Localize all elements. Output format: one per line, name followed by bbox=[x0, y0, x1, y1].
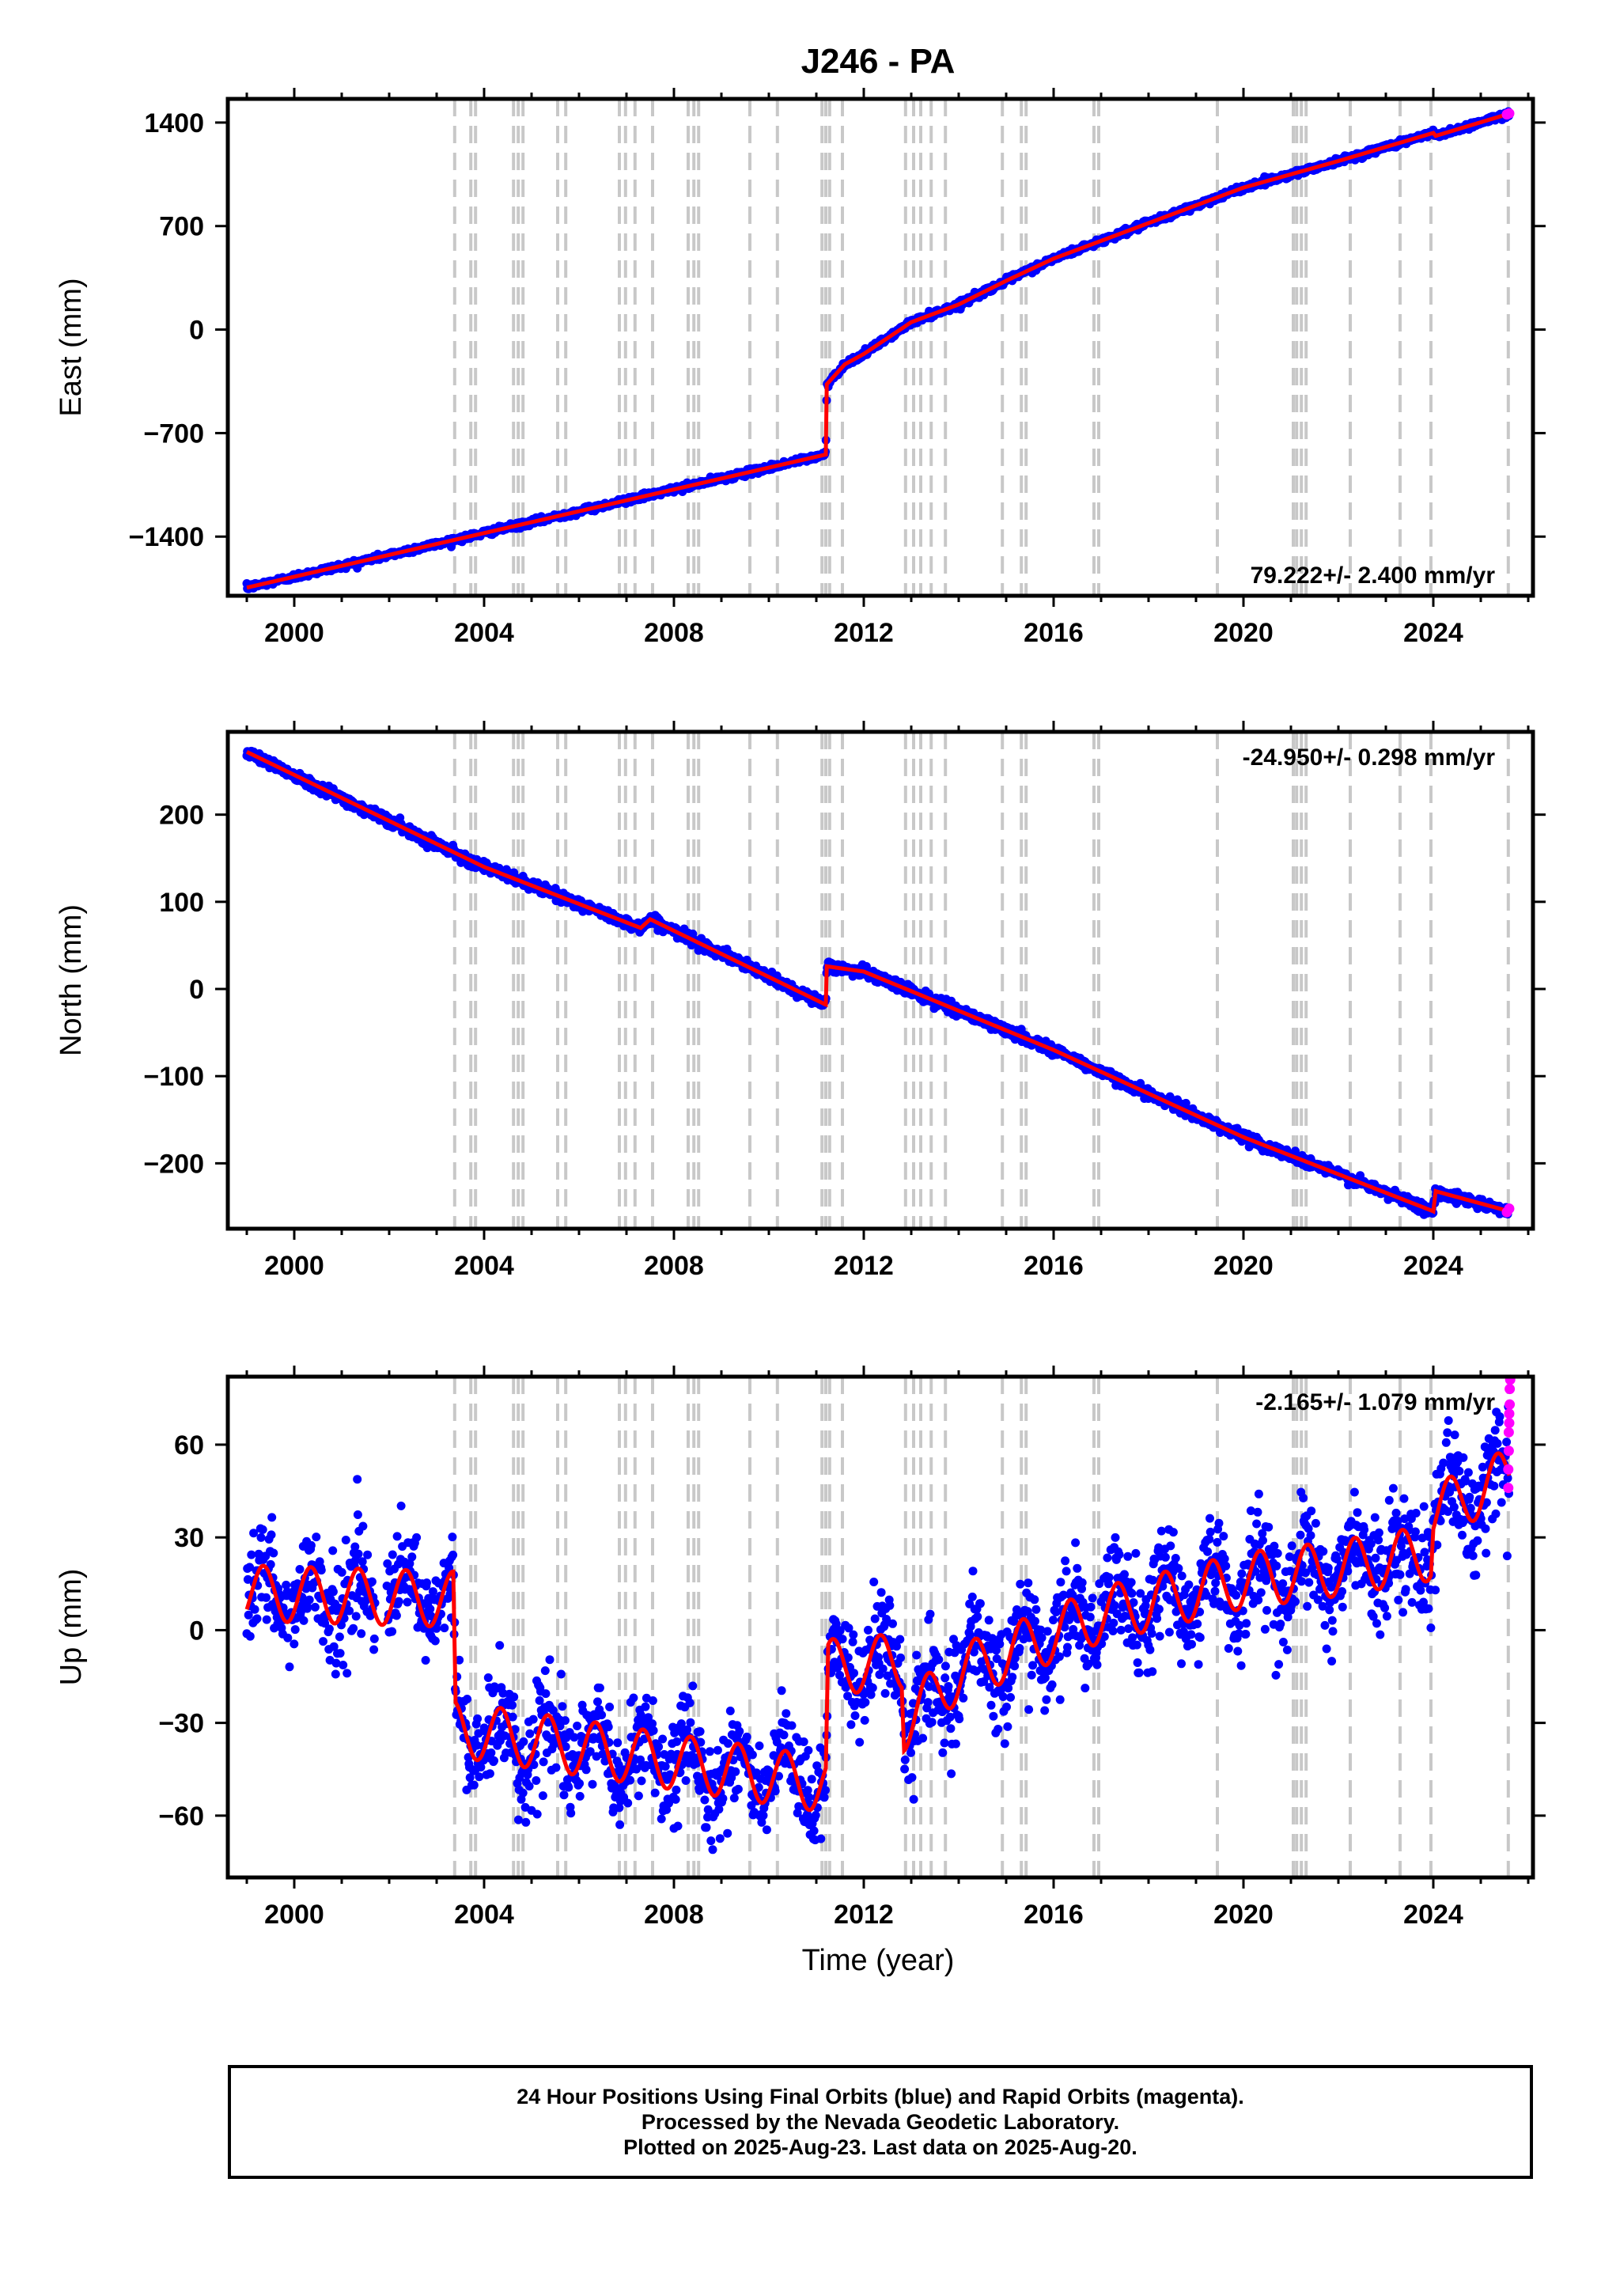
final-orbit-point bbox=[353, 1475, 362, 1484]
y-tick-label: 1400 bbox=[144, 108, 204, 138]
final-orbit-point bbox=[335, 1632, 344, 1642]
final-orbit-point bbox=[392, 1611, 401, 1620]
final-orbit-point bbox=[341, 1536, 350, 1544]
east-velocity-label: 79.222+/- 2.400 mm/yr bbox=[1251, 563, 1496, 589]
east-final-orbit-points bbox=[242, 107, 1513, 593]
up-final-orbit-points bbox=[242, 1402, 1513, 1855]
final-orbit-point bbox=[369, 1645, 379, 1654]
final-orbit-point bbox=[245, 1631, 255, 1641]
final-orbit-point bbox=[328, 1587, 338, 1597]
y-tick-label: 100 bbox=[159, 888, 204, 918]
final-orbit-point bbox=[319, 1637, 327, 1646]
north-final-orbit-points bbox=[242, 746, 1513, 1219]
final-orbit-point bbox=[299, 1616, 308, 1625]
y-tick-label: 200 bbox=[159, 801, 204, 831]
chart-title: J246 - PA bbox=[801, 42, 956, 81]
final-orbit-point bbox=[258, 1525, 267, 1534]
final-orbit-point bbox=[267, 1530, 276, 1540]
final-orbit-point bbox=[262, 1593, 271, 1602]
final-orbit-point bbox=[283, 1633, 293, 1642]
final-orbit-point bbox=[256, 1533, 266, 1542]
final-orbit-point bbox=[252, 1614, 262, 1623]
final-orbit-point bbox=[324, 1624, 334, 1634]
y-tick-label: 700 bbox=[159, 212, 204, 242]
final-orbit-point bbox=[328, 1546, 338, 1555]
up-panel: 2000 2004 2008 2012 2016 2020 202460300−30−60U… bbox=[55, 1366, 1546, 1930]
x-tick-label: 2008 bbox=[644, 618, 704, 648]
final-orbit-point bbox=[312, 1533, 321, 1542]
final-orbit-point bbox=[349, 1623, 358, 1633]
x-tick-label: 2000 bbox=[264, 1251, 324, 1281]
final-orbit-point bbox=[343, 1669, 352, 1678]
final-orbit-point bbox=[383, 1559, 392, 1568]
final-orbit-point bbox=[353, 1510, 362, 1519]
final-orbit-point bbox=[354, 1549, 363, 1559]
final-orbit-point bbox=[369, 1634, 379, 1643]
east-model-line bbox=[246, 112, 1510, 590]
final-orbit-point bbox=[351, 1612, 361, 1621]
final-orbit-point bbox=[345, 1606, 354, 1616]
north-panel: 2000 2004 2008 2012 2016 2020 2024 200 100 0 −100 −… bbox=[55, 721, 1546, 1281]
final-orbit-point bbox=[367, 1577, 377, 1586]
final-orbit-point bbox=[331, 1669, 340, 1679]
final-orbit-point bbox=[305, 1595, 314, 1605]
final-orbit-point bbox=[392, 1532, 402, 1541]
final-orbit-point bbox=[285, 1662, 294, 1672]
final-orbit-point bbox=[290, 1639, 299, 1649]
x-tick-label: 2004 bbox=[454, 618, 514, 648]
y-tick-label: −700 bbox=[143, 419, 204, 449]
final-orbit-point bbox=[316, 1566, 326, 1575]
final-orbit-point bbox=[250, 1605, 259, 1614]
x-tick-label: 2024 bbox=[1403, 618, 1463, 648]
x-tick-label: 2004 bbox=[454, 1251, 514, 1281]
x-tick-label: 2000 bbox=[264, 618, 324, 648]
final-orbit-point bbox=[306, 1540, 316, 1550]
x-tick-label: 2008 bbox=[644, 1251, 704, 1281]
final-orbit-point bbox=[357, 1629, 366, 1639]
y-tick-label: −100 bbox=[143, 1062, 204, 1092]
final-orbit-point bbox=[310, 1602, 320, 1612]
final-orbit-point bbox=[363, 1550, 373, 1559]
y-tick-label: 0 bbox=[189, 975, 204, 1005]
final-orbit-point bbox=[247, 1550, 256, 1559]
final-orbit-point bbox=[358, 1521, 368, 1531]
final-orbit-point bbox=[388, 1627, 397, 1636]
x-tick-label: 2016 bbox=[1024, 618, 1084, 648]
x-tick-label: 2024 bbox=[1403, 1251, 1463, 1281]
final-orbit-point bbox=[295, 1565, 305, 1574]
x-tick-label: 2020 bbox=[1213, 1251, 1274, 1281]
final-orbit-point bbox=[303, 1602, 312, 1612]
final-orbit-point bbox=[262, 1615, 271, 1624]
final-orbit-point bbox=[403, 1597, 412, 1607]
x-tick-label: 2020 bbox=[1213, 618, 1274, 648]
final-orbit-point bbox=[290, 1625, 300, 1635]
east-axis-label: East (mm) bbox=[55, 278, 88, 416]
final-orbit-point bbox=[267, 1513, 277, 1522]
final-orbit-point bbox=[269, 1548, 278, 1558]
final-orbit-point bbox=[396, 1501, 406, 1510]
north-velocity-label: -24.950+/- 0.298 mm/yr bbox=[1243, 744, 1496, 771]
y-tick-label: −200 bbox=[143, 1149, 204, 1179]
final-orbit-point bbox=[394, 1597, 403, 1606]
final-orbit-point bbox=[337, 1567, 346, 1577]
y-tick-label: 0 bbox=[189, 316, 204, 346]
x-tick-label: 2012 bbox=[834, 618, 894, 648]
rapid-orbit-point bbox=[1504, 1203, 1515, 1214]
east-panel: 2000 2004 2008 2012 2016 2020 2024 1400 700 0 −700… bbox=[55, 88, 1546, 648]
east-plot-frame bbox=[225, 97, 1535, 598]
final-orbit-point bbox=[388, 1550, 397, 1559]
y-tick-label: −1400 bbox=[129, 522, 205, 552]
final-orbit-point bbox=[335, 1649, 345, 1658]
final-orbit-point bbox=[339, 1661, 348, 1669]
rapid-orbit-point bbox=[1504, 108, 1515, 119]
x-tick-label: 2016 bbox=[1024, 1251, 1084, 1281]
x-tick-label: 2012 bbox=[834, 1251, 894, 1281]
north-axis-label: North (mm) bbox=[55, 904, 88, 1056]
